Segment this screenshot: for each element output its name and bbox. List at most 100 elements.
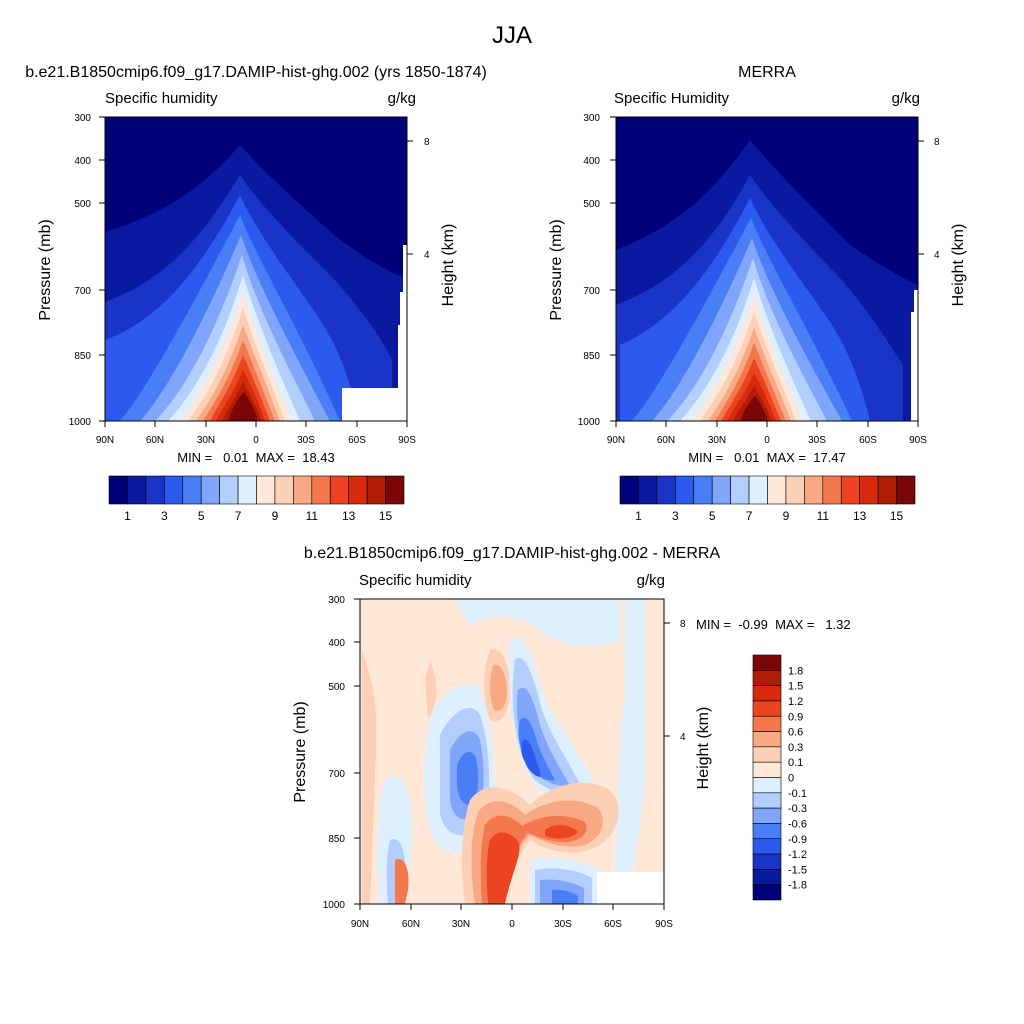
panel-difference: b.e21.B1850cmip6.f09_g17.DAMIP-hist-ghg.… (292, 545, 851, 930)
colorbar-swatch (182, 475, 202, 505)
y-tick-label: 850 (583, 351, 600, 362)
colorbar-swatch (164, 475, 184, 505)
colorbar-swatch (752, 823, 782, 840)
colorbar-swatch (752, 731, 782, 748)
x-tick-label: 90S (655, 919, 673, 930)
height-tick-label: 8 (680, 619, 686, 630)
colorbar-label: 3 (672, 509, 679, 523)
colorbar-swatch (127, 475, 147, 505)
colorbar-swatch (619, 475, 639, 505)
colorbar-label: -0.6 (788, 818, 807, 830)
colorbar-label: 3 (161, 509, 168, 523)
y-tick-label: 1000 (69, 417, 92, 428)
colorbar-swatch (366, 475, 386, 505)
colorbar-swatch (145, 475, 165, 505)
y2-axis-label: Height (km) (695, 707, 712, 790)
y-tick-label: 850 (74, 351, 91, 362)
colorbar-swatch (256, 475, 276, 505)
colorbar-label: 11 (306, 509, 319, 523)
colorbar-swatch (822, 475, 842, 505)
x-tick-label: 90S (398, 435, 416, 446)
colorbar-swatch (752, 715, 782, 732)
colorbar: 1 3 5 7 9 11 13 15 (619, 475, 916, 523)
y-tick-label: 300 (583, 113, 600, 124)
colorbar-label: 0.6 (788, 727, 803, 739)
x-tick-label: 30S (297, 435, 315, 446)
colorbar-label: 7 (746, 509, 753, 523)
colorbar-swatch (752, 746, 782, 763)
colorbar-label: 13 (853, 509, 867, 523)
colorbar-swatch (675, 475, 695, 505)
colorbar-swatch (752, 685, 782, 702)
y-axis-label: Pressure (mb) (37, 219, 54, 320)
colorbar-swatch (329, 475, 349, 505)
x-tick-label: 30S (554, 919, 572, 930)
colorbar-swatch (311, 475, 331, 505)
colorbar-swatch (748, 475, 768, 505)
x-tick-label: 60S (348, 435, 366, 446)
contour-field (105, 117, 407, 421)
y-axis-label: Pressure (mb) (292, 701, 309, 802)
y-tick-label: 850 (328, 834, 345, 845)
colorbar-swatch (785, 475, 805, 505)
panel-title: b.e21.B1850cmip6.f09_g17.DAMIP-hist-ghg.… (304, 545, 721, 562)
min-max-text: MIN = 0.01 MAX = 17.47 (688, 450, 846, 465)
height-tick-label: 8 (424, 137, 430, 148)
colorbar-label: 5 (709, 509, 716, 523)
x-tick-label: 90N (351, 919, 369, 930)
colorbar-label: -1.5 (788, 864, 807, 876)
panel-model: b.e21.B1850cmip6.f09_g17.DAMIP-hist-ghg.… (25, 64, 487, 523)
height-tick-label: 4 (424, 250, 430, 261)
min-max-text: MIN = 0.01 MAX = 18.43 (177, 450, 335, 465)
colorbar-label: 1.8 (788, 665, 803, 677)
min-max-text: MIN = -0.99 MAX = 1.32 (696, 617, 851, 632)
colorbar-swatch (840, 475, 860, 505)
x-tick-label: 90N (96, 435, 114, 446)
colorbar-label: 1.2 (788, 696, 803, 708)
colorbar-label: 11 (817, 509, 830, 523)
colorbar-swatch (752, 869, 782, 885)
colorbar-swatch (274, 475, 294, 505)
x-tick-label: 0 (764, 435, 770, 446)
variable-label: Specific humidity (359, 572, 472, 589)
variable-label: Specific humidity (105, 90, 218, 107)
colorbar-swatch (804, 475, 824, 505)
colorbar-label: -0.9 (788, 834, 807, 846)
colorbar-label: 9 (783, 509, 790, 523)
figure-title: JJA (492, 22, 532, 49)
colorbar-swatch (219, 475, 239, 505)
colorbar-label: -0.3 (788, 803, 807, 815)
x-tick-label: 30N (452, 919, 470, 930)
y-tick-label: 500 (74, 199, 91, 210)
y-tick-label: 700 (583, 286, 600, 297)
colorbar-label: 9 (272, 509, 279, 523)
panel-title: MERRA (738, 64, 796, 81)
colorbar-swatch (752, 884, 782, 901)
x-tick-label: 60N (657, 435, 675, 446)
x-tick-label: 60S (604, 919, 622, 930)
colorbar-swatch (693, 475, 713, 505)
colorbar-swatch (638, 475, 658, 505)
colorbar-swatch (711, 475, 731, 505)
colorbar-swatch (730, 475, 750, 505)
colorbar-swatch (385, 475, 405, 505)
units-label: g/kg (637, 572, 665, 589)
colorbar-swatch (877, 475, 897, 505)
y-tick-label: 400 (328, 638, 345, 649)
y-tick-label: 1000 (578, 417, 601, 428)
colorbar-label: 5 (198, 509, 205, 523)
colorbar-swatch (348, 475, 368, 505)
x-tick-label: 30S (808, 435, 826, 446)
colorbar-label: -1.8 (788, 880, 807, 892)
colorbar-swatch (752, 853, 782, 870)
units-label: g/kg (892, 90, 920, 107)
y2-axis-label: Height (km) (950, 224, 967, 307)
colorbar-swatch (200, 475, 220, 505)
y-tick-label: 1000 (323, 900, 346, 911)
y2-axis-label: Height (km) (440, 224, 457, 307)
x-tick-label: 30N (708, 435, 726, 446)
y-tick-label: 500 (583, 199, 600, 210)
colorbar-swatch (752, 807, 782, 824)
colorbar-swatch (752, 792, 782, 809)
